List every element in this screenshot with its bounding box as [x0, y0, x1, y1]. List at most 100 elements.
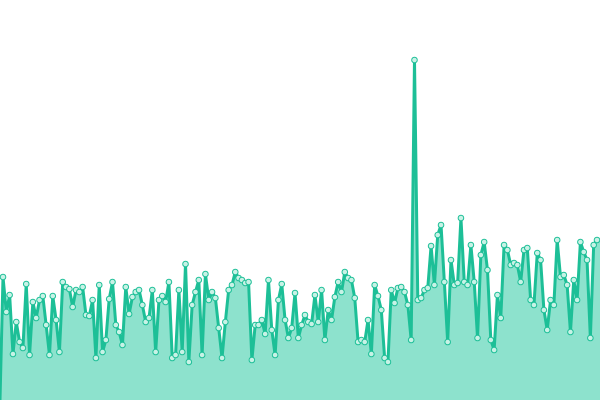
point	[314, 318, 322, 326]
point	[255, 321, 262, 329]
point	[424, 284, 432, 292]
point	[494, 291, 501, 299]
point	[175, 286, 183, 294]
point	[550, 301, 558, 309]
point	[447, 256, 455, 264]
point	[401, 288, 408, 296]
point	[514, 261, 521, 269]
point	[145, 314, 153, 322]
point	[484, 266, 491, 274]
point	[95, 281, 103, 289]
point	[149, 286, 156, 294]
point	[281, 316, 289, 324]
point	[59, 278, 67, 286]
point	[328, 316, 335, 324]
point	[195, 276, 203, 284]
point	[152, 348, 159, 356]
point	[351, 294, 359, 302]
point	[205, 296, 213, 304]
point	[407, 336, 415, 344]
point	[547, 296, 554, 304]
point	[258, 316, 266, 324]
point	[295, 334, 302, 342]
point	[470, 278, 478, 286]
point	[172, 351, 179, 359]
point	[590, 241, 597, 249]
point	[527, 296, 534, 304]
point	[474, 334, 481, 342]
point	[3, 308, 10, 316]
point	[22, 280, 30, 288]
point	[79, 283, 86, 291]
point	[334, 278, 342, 286]
point	[444, 338, 451, 346]
point	[85, 312, 93, 320]
point	[245, 278, 252, 286]
point	[454, 279, 461, 287]
point	[129, 293, 136, 301]
point	[301, 311, 309, 319]
point	[222, 318, 229, 326]
point	[261, 330, 269, 338]
point	[268, 326, 276, 334]
point	[178, 348, 186, 356]
point	[285, 334, 292, 342]
point	[271, 351, 279, 359]
point	[331, 293, 339, 301]
point	[517, 278, 524, 286]
point	[99, 348, 106, 356]
point	[540, 306, 548, 314]
point	[115, 328, 123, 336]
point	[109, 278, 116, 286]
point	[0, 273, 7, 281]
point	[577, 238, 584, 246]
point	[583, 256, 591, 264]
point	[321, 336, 329, 344]
point	[567, 328, 574, 336]
point	[497, 314, 505, 322]
point	[417, 294, 425, 302]
point	[158, 292, 166, 300]
point	[348, 276, 355, 284]
point	[192, 288, 199, 296]
point	[543, 326, 551, 334]
point	[477, 251, 485, 259]
point	[434, 231, 442, 239]
point	[102, 336, 110, 344]
point	[225, 286, 232, 294]
point	[162, 298, 169, 306]
point	[208, 288, 216, 296]
point	[202, 270, 209, 278]
point	[524, 244, 531, 252]
point	[49, 292, 57, 300]
point	[122, 283, 130, 291]
point	[480, 238, 488, 246]
point	[198, 351, 206, 359]
point	[26, 351, 33, 359]
point	[368, 350, 375, 358]
point	[361, 338, 369, 346]
point	[441, 278, 448, 286]
point	[530, 301, 538, 309]
point	[89, 296, 96, 304]
point	[457, 214, 465, 222]
area	[0, 60, 600, 400]
point	[411, 56, 418, 64]
point	[490, 346, 498, 354]
point	[185, 358, 193, 366]
point	[500, 241, 508, 249]
point	[42, 321, 50, 329]
point	[573, 296, 581, 304]
point	[188, 301, 196, 309]
point	[139, 301, 146, 309]
point	[228, 281, 236, 289]
point	[92, 354, 100, 362]
point	[364, 316, 372, 324]
point	[437, 221, 445, 229]
point	[46, 351, 53, 359]
point	[487, 336, 495, 344]
point	[341, 268, 349, 276]
point	[12, 318, 20, 326]
